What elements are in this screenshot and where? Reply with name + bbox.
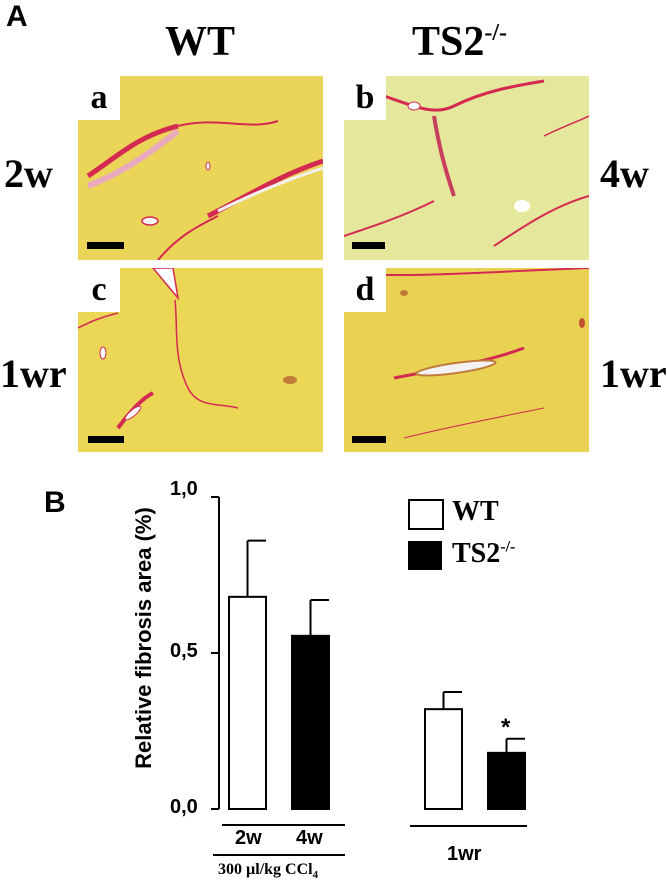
legend-swatch-ts2 bbox=[408, 541, 442, 570]
x-label-4w: 4w bbox=[296, 827, 323, 849]
y-tick-label: 1,0 bbox=[170, 478, 198, 500]
bar-chart bbox=[211, 496, 527, 856]
scale-bar-a bbox=[87, 242, 124, 249]
scale-bar-c bbox=[88, 436, 124, 443]
micrograph-d-letter: d bbox=[344, 268, 386, 312]
legend-swatch-wt bbox=[408, 499, 444, 530]
timepoint-label-a: 2w bbox=[4, 151, 53, 196]
bar-1wr-ts2 bbox=[487, 751, 526, 810]
bar-2w-wt bbox=[228, 595, 267, 810]
micrograph-d bbox=[344, 268, 589, 452]
timepoint-label-c: 1wr bbox=[0, 351, 67, 396]
column-title-ts2: TS2-/- bbox=[412, 19, 508, 65]
micrograph-a-letter: a bbox=[78, 76, 120, 120]
x-label-1wr: 1wr bbox=[447, 843, 482, 865]
scale-bar-b bbox=[352, 242, 385, 249]
scale-bar-d bbox=[352, 436, 386, 443]
dose-caption: 300 µl/kg CCl4 bbox=[218, 861, 319, 882]
legend-label-ts2: TS2-/- bbox=[452, 538, 516, 569]
micrograph-b-letter: b bbox=[344, 76, 386, 120]
timepoint-label-d: 1wr bbox=[600, 351, 667, 396]
y-tick-label: 0,0 bbox=[170, 796, 198, 818]
legend-label-wt: WT bbox=[452, 496, 499, 527]
timepoint-label-b: 4w bbox=[600, 151, 649, 196]
panel-b-label: B bbox=[44, 486, 66, 519]
significance-asterisk: * bbox=[501, 714, 511, 741]
y-axis-label: Relative fibrosis area (%) bbox=[131, 507, 156, 769]
panel-a-label: A bbox=[6, 0, 28, 33]
y-tick-label: 0,5 bbox=[170, 640, 198, 662]
bar-4w-ts2 bbox=[291, 634, 330, 810]
micrograph-c-letter: c bbox=[78, 268, 120, 312]
x-label-2w: 2w bbox=[235, 827, 262, 849]
column-title-wt: WT bbox=[165, 19, 236, 65]
bar-1wr-wt bbox=[424, 708, 463, 810]
